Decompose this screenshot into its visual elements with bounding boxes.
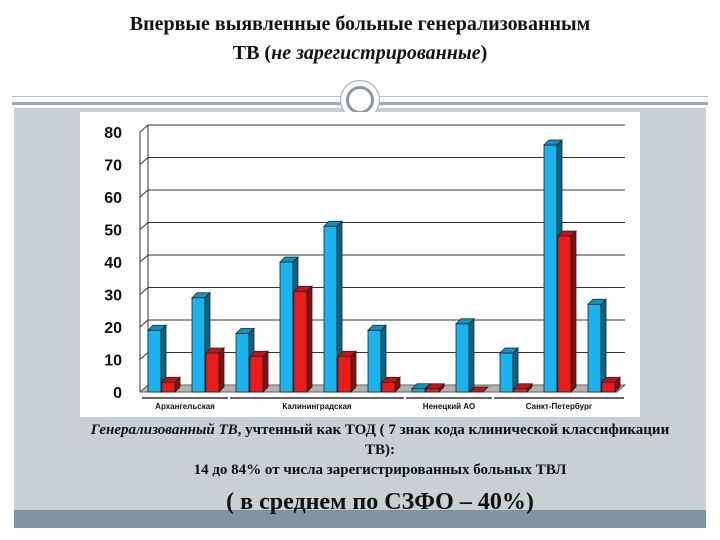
bar (161, 381, 176, 393)
bar (587, 303, 602, 393)
bar (249, 355, 264, 393)
bar-side (306, 285, 313, 393)
chart-area: 0 10 20 30 40 50 60 70 80 Архангельская Калинингра… (80, 112, 640, 417)
title-line-2-italic: не зарегистрированные (271, 42, 481, 64)
bar-top (279, 256, 299, 263)
gridline-tick (139, 189, 149, 198)
bar-top (147, 324, 167, 331)
y-tick-label: 30 (104, 288, 122, 305)
y-tick-label: 50 (104, 223, 122, 240)
group-label: Калининградская (282, 402, 352, 411)
bar-top (411, 383, 431, 390)
bar (323, 225, 338, 393)
bar (513, 388, 528, 393)
bar (147, 329, 162, 393)
gridline-tick (139, 222, 149, 230)
bar (367, 329, 382, 393)
y-tick-label: 40 (104, 255, 122, 272)
bar-side (600, 298, 607, 393)
y-tick-label: 70 (104, 158, 122, 175)
gridline-tick (139, 319, 149, 328)
bar (455, 323, 470, 393)
caption: Генерализованный ТВ, учтенный как ТОД ( … (80, 420, 680, 519)
slide-title: Впервые выявленные больные генерализован… (12, 10, 708, 68)
bar-side (350, 350, 357, 393)
bar-chart: 0 10 20 30 40 50 60 70 80 Архангельская Калинингра… (104, 124, 627, 411)
caption-line-1-rest: , учтенный как ТОД ( 7 знак кода клиниче… (237, 422, 670, 458)
bar-top (249, 350, 269, 357)
caption-line-2: 14 до 84% от числа зарегистрированных бо… (193, 462, 567, 478)
bar-top (205, 347, 225, 354)
bar (191, 297, 206, 393)
panel-footer-band (14, 510, 706, 528)
bar (279, 261, 294, 393)
bar-top (543, 139, 563, 146)
bar-top (601, 376, 621, 383)
bar (557, 235, 572, 393)
y-tick-label: 60 (104, 190, 122, 207)
bar (293, 290, 308, 393)
bar-top (367, 324, 387, 331)
bar-top (323, 220, 343, 227)
title-line-2: ТВ (не зарегистрированные) (12, 39, 708, 68)
bar-top (235, 328, 255, 334)
bar (425, 388, 440, 393)
group-label: Архангельская (155, 402, 215, 411)
bar-top (587, 298, 607, 305)
bar (381, 381, 396, 393)
title-line-2-suffix: ) (480, 42, 488, 64)
bar-top (557, 230, 577, 237)
bar (337, 355, 352, 393)
bar (543, 144, 558, 393)
title-line-2-prefix: ТВ ( (232, 42, 272, 64)
group-label: Санкт-Петербург (526, 402, 593, 411)
bar-top (381, 376, 401, 383)
gridline-tick (139, 352, 149, 360)
y-tick-label: 80 (104, 125, 122, 142)
caption-line-1: Генерализованный ТВ, учтенный как ТОД ( … (80, 420, 680, 460)
bar (235, 333, 250, 393)
y-tick-label: 0 (113, 385, 122, 402)
gridline-tick (139, 254, 149, 263)
bar (411, 388, 426, 393)
bar-top (499, 347, 519, 354)
caption-line-3: ( в среднем по СЗФО – 40%) (226, 489, 534, 515)
gridline-tick (139, 124, 149, 133)
gridline-tick (139, 287, 149, 295)
y-tick-label: 20 (104, 320, 122, 337)
bar-side (468, 317, 475, 393)
bar-top (293, 285, 313, 292)
y-tick-label: 10 (104, 353, 122, 370)
bar-top (513, 383, 533, 390)
title-line-1: Впервые выявленные больные генерализован… (129, 13, 591, 35)
bar (205, 352, 220, 393)
bar-top (455, 318, 475, 325)
bar (499, 352, 514, 393)
bar (601, 381, 616, 393)
bar-top (161, 376, 181, 383)
bar-side (570, 230, 577, 393)
group-label: Ненецкий АО (423, 402, 475, 411)
bar-top (337, 350, 357, 357)
bar-side (262, 350, 269, 393)
bar-side (218, 347, 225, 393)
caption-line-1-italic: Генерализованный ТВ (90, 422, 238, 438)
bar-top (191, 292, 211, 299)
gridline-tick (139, 157, 149, 165)
bar-top (425, 383, 445, 390)
bar-top (469, 386, 489, 393)
